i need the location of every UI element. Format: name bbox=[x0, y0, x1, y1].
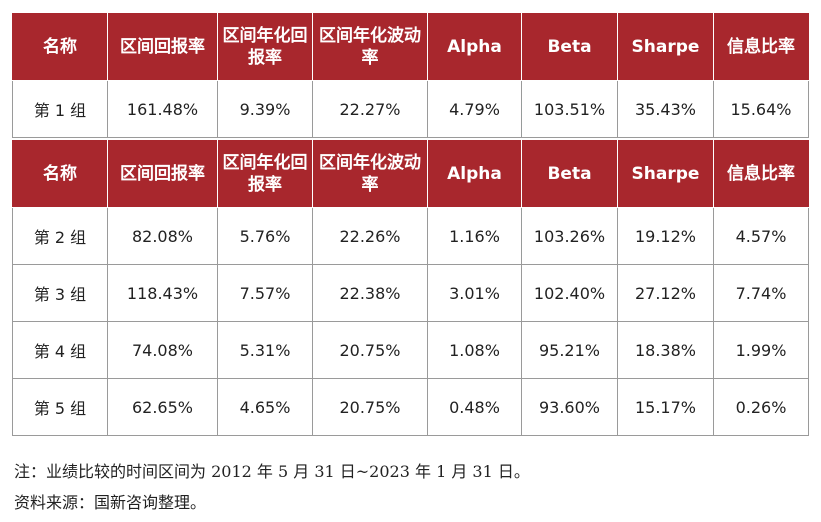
cell-name: 第 5 组 bbox=[12, 378, 108, 436]
table-row: 第 3 组 118.43% 7.57% 22.38% 3.01% 102.40%… bbox=[12, 264, 809, 322]
cell-period-return: 118.43% bbox=[107, 264, 218, 322]
cell-name: 第 3 组 bbox=[12, 264, 108, 322]
header-annualized-volatility: 区间年化波动率 bbox=[312, 13, 428, 81]
footnote-source: 资料来源：国新咨询整理。 bbox=[14, 493, 207, 512]
cell-alpha: 1.16% bbox=[427, 207, 522, 265]
header-information-ratio: 信息比率 bbox=[713, 140, 809, 208]
cell-beta: 103.26% bbox=[521, 207, 618, 265]
performance-table-groups-2-5: 名称 区间回报率 区间年化回报率 区间年化波动率 Alpha Beta Shar… bbox=[12, 140, 809, 436]
cell-alpha: 0.48% bbox=[427, 378, 522, 436]
cell-name: 第 4 组 bbox=[12, 321, 108, 379]
header-name: 名称 bbox=[12, 13, 108, 81]
cell-alpha: 4.79% bbox=[427, 80, 522, 138]
header-beta: Beta bbox=[521, 13, 618, 81]
cell-annualized-volatility: 22.27% bbox=[312, 80, 428, 138]
table-row: 第 1 组 161.48% 9.39% 22.27% 4.79% 103.51%… bbox=[12, 80, 809, 138]
cell-annualized-return: 7.57% bbox=[217, 264, 313, 322]
performance-table-group-1: 名称 区间回报率 区间年化回报率 区间年化波动率 Alpha Beta Shar… bbox=[12, 13, 809, 138]
cell-annualized-volatility: 22.26% bbox=[312, 207, 428, 265]
header-annualized-return: 区间年化回报率 bbox=[217, 140, 313, 208]
table-row: 第 2 组 82.08% 5.76% 22.26% 1.16% 103.26% … bbox=[12, 207, 809, 265]
cell-annualized-volatility: 20.75% bbox=[312, 378, 428, 436]
header-name: 名称 bbox=[12, 140, 108, 208]
cell-annualized-return: 4.65% bbox=[217, 378, 313, 436]
cell-beta: 95.21% bbox=[521, 321, 618, 379]
cell-name: 第 2 组 bbox=[12, 207, 108, 265]
table-header-row: 名称 区间回报率 区间年化回报率 区间年化波动率 Alpha Beta Shar… bbox=[12, 140, 809, 208]
cell-beta: 93.60% bbox=[521, 378, 618, 436]
cell-beta: 102.40% bbox=[521, 264, 618, 322]
header-alpha: Alpha bbox=[427, 140, 522, 208]
cell-information-ratio: 4.57% bbox=[713, 207, 809, 265]
cell-annualized-return: 5.76% bbox=[217, 207, 313, 265]
header-sharpe: Sharpe bbox=[617, 140, 714, 208]
cell-sharpe: 15.17% bbox=[617, 378, 714, 436]
cell-sharpe: 35.43% bbox=[617, 80, 714, 138]
cell-beta: 103.51% bbox=[521, 80, 618, 138]
header-period-return: 区间回报率 bbox=[107, 140, 218, 208]
cell-alpha: 1.08% bbox=[427, 321, 522, 379]
header-sharpe: Sharpe bbox=[617, 13, 714, 81]
cell-annualized-volatility: 20.75% bbox=[312, 321, 428, 379]
footnote-period: 注：业绩比较的时间区间为 2012 年 5 月 31 日~2023 年 1 月 … bbox=[14, 462, 530, 481]
cell-sharpe: 19.12% bbox=[617, 207, 714, 265]
cell-sharpe: 18.38% bbox=[617, 321, 714, 379]
cell-information-ratio: 1.99% bbox=[713, 321, 809, 379]
header-information-ratio: 信息比率 bbox=[713, 13, 809, 81]
cell-sharpe: 27.12% bbox=[617, 264, 714, 322]
cell-period-return: 161.48% bbox=[107, 80, 218, 138]
cell-name: 第 1 组 bbox=[12, 80, 108, 138]
header-period-return: 区间回报率 bbox=[107, 13, 218, 81]
cell-annualized-return: 9.39% bbox=[217, 80, 313, 138]
header-beta: Beta bbox=[521, 140, 618, 208]
header-annualized-return: 区间年化回报率 bbox=[217, 13, 313, 81]
table-row: 第 5 组 62.65% 4.65% 20.75% 0.48% 93.60% 1… bbox=[12, 378, 809, 436]
cell-annualized-volatility: 22.38% bbox=[312, 264, 428, 322]
header-alpha: Alpha bbox=[427, 13, 522, 81]
cell-annualized-return: 5.31% bbox=[217, 321, 313, 379]
cell-period-return: 74.08% bbox=[107, 321, 218, 379]
table-header-row: 名称 区间回报率 区间年化回报率 区间年化波动率 Alpha Beta Shar… bbox=[12, 13, 809, 81]
table-row: 第 4 组 74.08% 5.31% 20.75% 1.08% 95.21% 1… bbox=[12, 321, 809, 379]
cell-information-ratio: 15.64% bbox=[713, 80, 809, 138]
cell-alpha: 3.01% bbox=[427, 264, 522, 322]
cell-information-ratio: 7.74% bbox=[713, 264, 809, 322]
cell-information-ratio: 0.26% bbox=[713, 378, 809, 436]
cell-period-return: 82.08% bbox=[107, 207, 218, 265]
header-annualized-volatility: 区间年化波动率 bbox=[312, 140, 428, 208]
cell-period-return: 62.65% bbox=[107, 378, 218, 436]
